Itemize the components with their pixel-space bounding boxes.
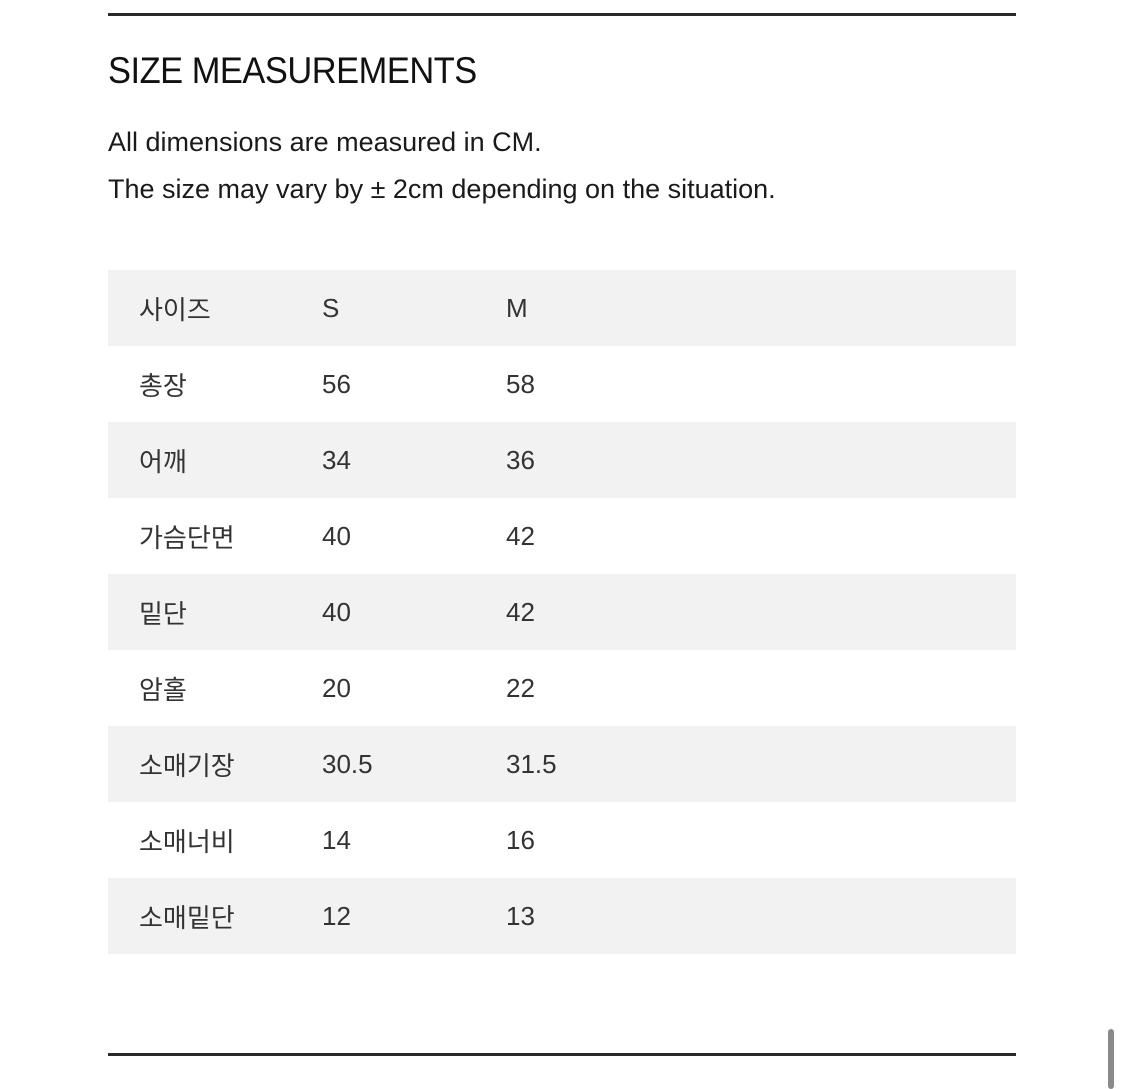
size-table: 사이즈 S M 총장 56 58 어깨 34 36 가슴단면 40 42 밑단 40 42 암홀 20 22 소매기…	[108, 270, 1016, 954]
measurement-label: 소매밑단	[139, 902, 235, 933]
scrollbar-thumb[interactable]	[1108, 1029, 1114, 1089]
size-m-value: 22	[506, 672, 535, 703]
measurement-label: 어깨	[139, 446, 187, 477]
table-row: 소매밑단 12 13	[108, 878, 1016, 954]
size-s-value: 30.5	[322, 748, 373, 779]
size-s-value: S	[322, 292, 340, 323]
table-row: 암홀 20 22	[108, 650, 1016, 726]
size-m-value: M	[506, 292, 528, 323]
table-row: 소매기장 30.5 31.5	[108, 726, 1016, 802]
size-s-value: 34	[322, 444, 351, 475]
table-row: 어깨 34 36	[108, 422, 1016, 498]
bottom-divider	[108, 1053, 1016, 1056]
table-row: 총장 56 58	[108, 346, 1016, 422]
table-header-row: 사이즈 S M	[108, 270, 1016, 346]
section-title: SIZE MEASUREMENTS	[108, 50, 477, 91]
measurement-label: 소매너비	[139, 826, 235, 857]
size-s-value: 40	[322, 596, 351, 627]
size-s-value: 12	[322, 900, 351, 931]
size-m-value: 58	[506, 368, 535, 399]
size-s-value: 20	[322, 672, 351, 703]
top-divider	[108, 13, 1016, 16]
size-s-value: 14	[322, 824, 351, 855]
units-note: All dimensions are measured in CM.	[108, 127, 542, 157]
table-row: 가슴단면 40 42	[108, 498, 1016, 574]
size-m-value: 36	[506, 444, 535, 475]
tolerance-note: The size may vary by ± 2cm depending on …	[108, 174, 776, 204]
measurement-label: 사이즈	[139, 294, 211, 325]
measurement-label: 밑단	[139, 598, 187, 629]
measurement-label: 암홀	[139, 674, 187, 705]
size-m-value: 42	[506, 520, 535, 551]
size-m-value: 42	[506, 596, 535, 627]
measurement-label: 총장	[139, 370, 187, 401]
measurement-label: 가슴단면	[139, 522, 235, 553]
measurement-label: 소매기장	[139, 750, 235, 781]
table-row: 밑단 40 42	[108, 574, 1016, 650]
size-m-value: 16	[506, 824, 535, 855]
size-s-value: 40	[322, 520, 351, 551]
table-row: 소매너비 14 16	[108, 802, 1016, 878]
size-s-value: 56	[322, 368, 351, 399]
size-m-value: 13	[506, 900, 535, 931]
size-m-value: 31.5	[506, 748, 557, 779]
